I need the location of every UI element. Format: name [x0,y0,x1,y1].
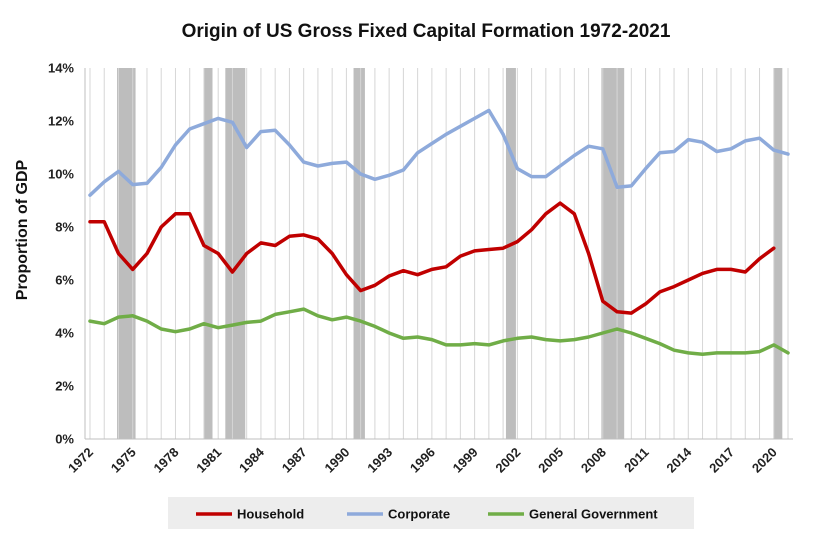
chart-title: Origin of US Gross Fixed Capital Formati… [182,21,671,42]
x-tick-label: 1999 [450,445,481,476]
legend: Household Corporate General Government [168,497,694,529]
recession-band-1 [203,68,213,439]
x-tick-label: 2002 [492,445,523,476]
vertical-gridlines [89,68,789,439]
x-tick-labels: 1972 1975 1978 1981 1984 1987 1990 1993 1996 1999… [65,444,780,476]
y-tick-label: 2% [55,379,74,394]
recession-bands [117,68,783,439]
series-line-household [88,201,776,315]
x-tick-label: 1972 [65,445,96,476]
y-tick-label: 10% [48,167,74,182]
x-tick-label: 2014 [663,444,695,476]
x-tick-label: 1987 [279,445,310,476]
y-tick-label: 12% [48,114,74,129]
legend-label: General Government [529,507,658,522]
x-tick-label: 1981 [193,445,224,476]
recession-band-5 [601,68,625,439]
y-tick-labels: 0% 2% 4% 6% 8% 10% 12% 14% [48,61,74,447]
x-tick-label: 2017 [706,445,737,476]
legend-label: Corporate [388,507,450,522]
y-tick-label: 0% [55,432,74,447]
y-tick-label: 14% [48,61,74,76]
y-tick-label: 6% [55,273,74,288]
x-tick-label: 2005 [535,445,566,476]
x-tick-label: 2020 [749,445,780,476]
recession-band-3 [353,68,365,439]
recession-band-6 [773,68,783,439]
x-tick-label: 1984 [236,444,268,476]
series-lines [88,108,790,356]
legend-box [168,497,694,529]
y-tick-label: 4% [55,326,74,341]
x-tick-label: 1975 [108,445,139,476]
x-tick-label: 1996 [407,445,438,476]
x-tick-label: 1990 [321,445,352,476]
x-tick-label: 1993 [364,445,395,476]
recession-band-0 [117,68,136,439]
x-tick-label: 2008 [578,445,609,476]
x-tick-label: 1978 [151,445,182,476]
x-tick-label: 2011 [621,445,652,476]
recession-band-2 [225,68,246,439]
legend-label: Household [237,507,304,522]
series-line-general-government [88,307,790,356]
axes [84,68,793,440]
y-axis-label: Proportion of GDP [14,159,31,300]
recession-band-4 [505,68,516,439]
y-tick-label: 8% [55,220,74,235]
series-line-corporate [88,108,790,197]
